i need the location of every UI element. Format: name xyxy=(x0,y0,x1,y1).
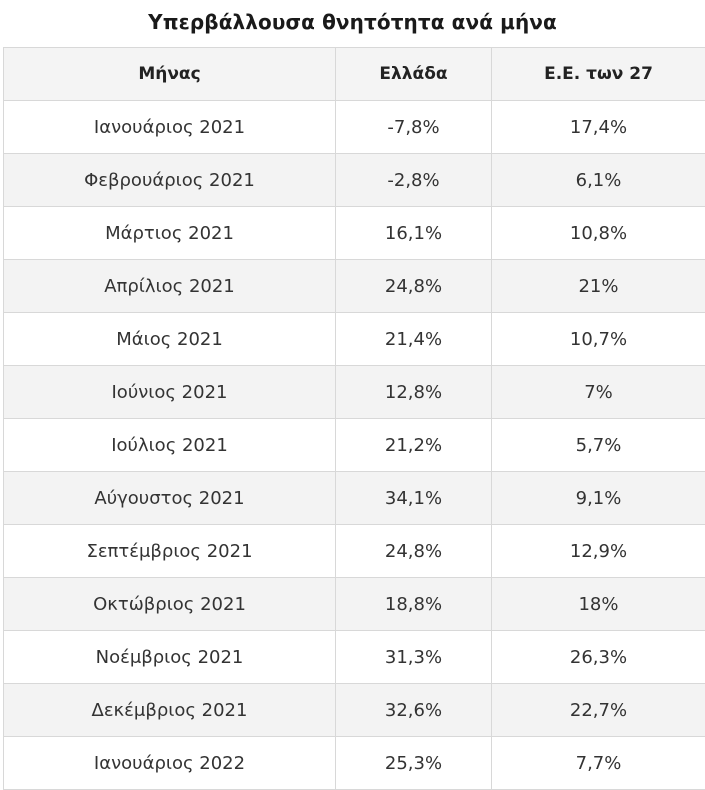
table-row: Φεβρουάριος 2021-2,8%6,1% xyxy=(4,154,705,207)
eu27-value-cell: 6,1% xyxy=(492,154,705,207)
column-header-month: Μήνας xyxy=(4,48,336,101)
greece-value-cell: 34,1% xyxy=(336,472,492,525)
greece-value-cell: 25,3% xyxy=(336,737,492,790)
eu27-value-cell: 22,7% xyxy=(492,684,705,737)
eu27-value-cell: 26,3% xyxy=(492,631,705,684)
month-cell: Αύγουστος 2021 xyxy=(4,472,336,525)
month-cell: Ιανουάριος 2021 xyxy=(4,101,336,154)
mortality-table: Μήνας Ελλάδα Ε.Ε. των 27 Ιανουάριος 2021… xyxy=(3,47,705,790)
month-cell: Ιανουάριος 2022 xyxy=(4,737,336,790)
eu27-value-cell: 10,7% xyxy=(492,313,705,366)
month-cell: Απρίλιος 2021 xyxy=(4,260,336,313)
month-cell: Δεκέμβριος 2021 xyxy=(4,684,336,737)
greece-value-cell: 18,8% xyxy=(336,578,492,631)
eu27-value-cell: 5,7% xyxy=(492,419,705,472)
greece-value-cell: 24,8% xyxy=(336,525,492,578)
month-cell: Ιούνιος 2021 xyxy=(4,366,336,419)
greece-value-cell: -7,8% xyxy=(336,101,492,154)
month-cell: Φεβρουάριος 2021 xyxy=(4,154,336,207)
greece-value-cell: 12,8% xyxy=(336,366,492,419)
header-row: Μήνας Ελλάδα Ε.Ε. των 27 xyxy=(4,48,705,101)
eu27-value-cell: 12,9% xyxy=(492,525,705,578)
month-cell: Οκτώβριος 2021 xyxy=(4,578,336,631)
greece-value-cell: 24,8% xyxy=(336,260,492,313)
table-header: Μήνας Ελλάδα Ε.Ε. των 27 xyxy=(4,48,705,101)
eu27-value-cell: 10,8% xyxy=(492,207,705,260)
eu27-value-cell: 18% xyxy=(492,578,705,631)
month-cell: Σεπτέμβριος 2021 xyxy=(4,525,336,578)
table-body: Ιανουάριος 2021-7,8%17,4%Φεβρουάριος 202… xyxy=(4,101,705,790)
eu27-value-cell: 7% xyxy=(492,366,705,419)
month-cell: Νοέμβριος 2021 xyxy=(4,631,336,684)
greece-value-cell: 21,2% xyxy=(336,419,492,472)
eu27-value-cell: 9,1% xyxy=(492,472,705,525)
greece-value-cell: 32,6% xyxy=(336,684,492,737)
month-cell: Ιούλιος 2021 xyxy=(4,419,336,472)
greece-value-cell: -2,8% xyxy=(336,154,492,207)
column-header-greece: Ελλάδα xyxy=(336,48,492,101)
table-row: Ιανουάριος 2021-7,8%17,4% xyxy=(4,101,705,154)
eu27-value-cell: 21% xyxy=(492,260,705,313)
greece-value-cell: 31,3% xyxy=(336,631,492,684)
column-header-eu27: Ε.Ε. των 27 xyxy=(492,48,705,101)
eu27-value-cell: 17,4% xyxy=(492,101,705,154)
month-cell: Μάρτιος 2021 xyxy=(4,207,336,260)
greece-value-cell: 16,1% xyxy=(336,207,492,260)
eu27-value-cell: 7,7% xyxy=(492,737,705,790)
table-title: Υπερβάλλουσα θνητότητα ανά μήνα xyxy=(0,0,705,46)
greece-value-cell: 21,4% xyxy=(336,313,492,366)
month-cell: Μάιος 2021 xyxy=(4,313,336,366)
